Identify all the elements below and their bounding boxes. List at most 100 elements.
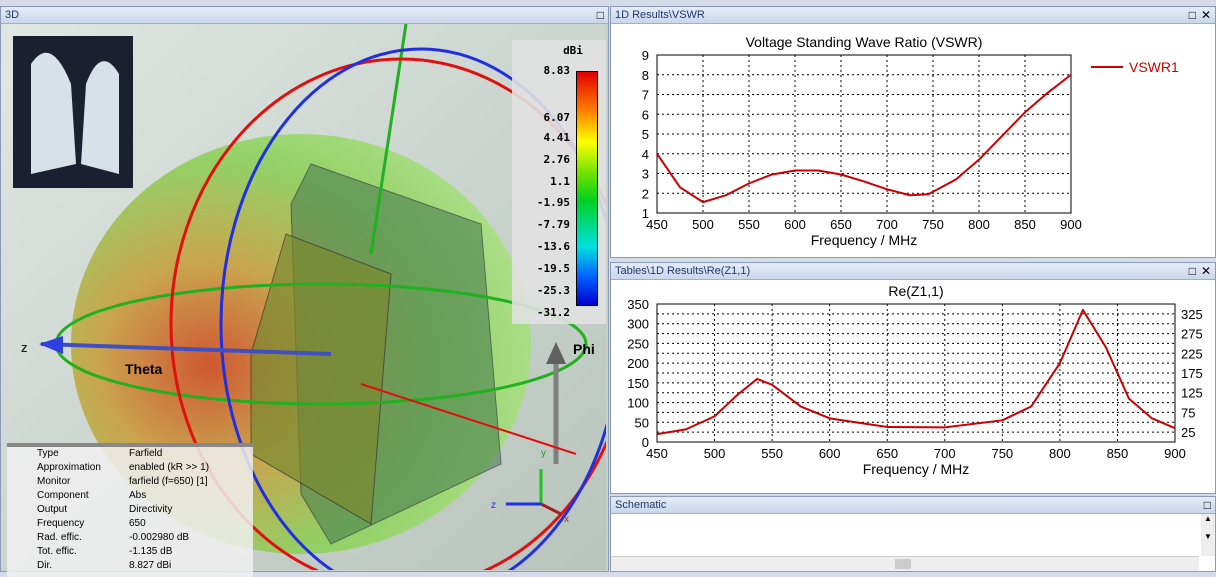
info-key: Approximation: [7, 461, 129, 475]
x-tick-label: 800: [1049, 446, 1071, 461]
x-tick-label: 550: [738, 217, 760, 232]
info-key: Tot. effic.: [7, 545, 129, 559]
x-axis-label: Frequency / MHz: [863, 461, 970, 477]
series-line: [657, 310, 1175, 434]
legend-tick-label: -19.5: [537, 262, 570, 275]
legend-tick-label: 2.76: [544, 153, 571, 166]
triad-y-label: y: [541, 448, 546, 459]
y-tick-label: 225: [1181, 346, 1203, 361]
y-tick-label: 300: [627, 317, 649, 332]
y-tick-label: 250: [627, 336, 649, 351]
y-tick-label: 5: [642, 127, 649, 142]
z-axis-label: z: [21, 340, 28, 355]
info-key: Rad. effic.: [7, 531, 129, 545]
x-axis-label: Frequency / MHz: [811, 232, 918, 248]
vswr-chart: Voltage Standing Wave Ratio (VSWR) 450 500…: [611, 24, 1215, 256]
maximize-button[interactable]: □: [597, 8, 604, 22]
y-tick-label: 350: [627, 297, 649, 312]
legend-tick-label: -7.79: [537, 218, 570, 231]
theta-label: Theta: [125, 361, 163, 377]
maximize-button[interactable]: □: [1189, 264, 1196, 278]
series-line: [657, 75, 1071, 202]
y-tick-label: 100: [627, 396, 649, 411]
info-value: 8.827 dBi: [129, 559, 171, 573]
vswr-title-bar: 1D Results\VSWR □ ✕: [611, 7, 1215, 24]
info-row: Tot. effic.-1.135 dB: [7, 545, 253, 559]
x-tick-label: 600: [784, 217, 806, 232]
info-value: enabled (kR >> 1): [129, 461, 209, 475]
legend-tick-label: 1.1: [550, 175, 570, 188]
info-value: farfield (f=650) [1]: [129, 475, 208, 489]
color-scale-bar: [576, 71, 598, 306]
x-tick-label: 550: [761, 446, 783, 461]
triad-z-label: z: [491, 500, 496, 511]
info-value: -1.135 dB: [129, 545, 172, 559]
legend-label: VSWR1: [1129, 59, 1179, 75]
y-tick-label: 9: [642, 48, 649, 63]
x-tick-label: 450: [646, 446, 668, 461]
close-button[interactable]: ✕: [1201, 8, 1211, 22]
re-z-panel-title: Tables\1D Results\Re(Z1,1): [615, 265, 750, 277]
y-tick-label: 3: [642, 167, 649, 182]
y-tick-label: 2: [642, 186, 649, 201]
re-z-panel: Tables\1D Results\Re(Z1,1) □ ✕ Re(Z1,1) 450…: [610, 262, 1216, 494]
y-tick-label: 25: [1181, 425, 1195, 440]
y-tick-label: 8: [642, 68, 649, 83]
info-value: -0.002980 dB: [129, 531, 189, 545]
info-value: Farfield: [129, 447, 162, 461]
y-tick-label: 4: [642, 147, 649, 162]
phi-label: Phi: [573, 341, 595, 357]
x-tick-label: 900: [1164, 446, 1186, 461]
vswr-panel-title: 1D Results\VSWR: [615, 9, 705, 21]
info-key: Frequency: [7, 517, 129, 531]
info-key: Component: [7, 489, 129, 503]
info-key: Output: [7, 503, 129, 517]
legend-tick-label: -25.3: [537, 284, 570, 297]
info-value: Abs: [129, 489, 146, 503]
chart-title: Voltage Standing Wave Ratio (VSWR): [746, 34, 983, 50]
maximize-button[interactable]: □: [1204, 498, 1211, 512]
legend-tick-label: 6.07: [544, 111, 571, 124]
x-tick-label: 800: [968, 217, 990, 232]
x-tick-label: 900: [1060, 217, 1082, 232]
y-tick-label: 175: [1181, 366, 1203, 381]
info-key: Dir.: [7, 559, 129, 573]
legend-tick-label: -31.2: [537, 306, 570, 319]
vertical-scrollbar[interactable]: ▲▼: [1201, 514, 1215, 556]
x-tick-label: 850: [1014, 217, 1036, 232]
x-tick-label: 700: [934, 446, 956, 461]
info-row: Dir.8.827 dBi: [7, 559, 253, 573]
y-tick-label: 0: [642, 435, 649, 450]
y-tick-label: 6: [642, 107, 649, 122]
maximize-button[interactable]: □: [1189, 8, 1196, 22]
y-tick-label: 75: [1181, 405, 1195, 420]
x-tick-label: 850: [1107, 446, 1129, 461]
x-tick-label: 650: [830, 217, 852, 232]
info-row: Rad. effic.-0.002980 dB: [7, 531, 253, 545]
info-value: 650: [129, 517, 146, 531]
x-tick-label: 750: [991, 446, 1013, 461]
chart-title: Re(Z1,1): [888, 283, 943, 299]
x-tick-label: 500: [704, 446, 726, 461]
info-value: Directivity: [129, 503, 172, 517]
x-tick-label: 500: [692, 217, 714, 232]
close-button[interactable]: ✕: [1201, 264, 1211, 278]
schematic-title-bar: Schematic □: [611, 497, 1215, 514]
horizontal-scrollbar[interactable]: [611, 556, 1199, 571]
schematic-panel-title: Schematic: [615, 499, 666, 511]
legend-tick-label: 8.83: [544, 64, 571, 77]
y-tick-label: 1: [642, 206, 649, 221]
vswr-panel: 1D Results\VSWR □ ✕ Voltage Standing Wave …: [610, 6, 1216, 258]
x-tick-label: 450: [646, 217, 668, 232]
scrollbar-thumb[interactable]: [895, 559, 911, 569]
schematic-panel: Schematic □ ▲▼: [610, 496, 1216, 572]
legend-unit: dBi: [512, 44, 606, 57]
